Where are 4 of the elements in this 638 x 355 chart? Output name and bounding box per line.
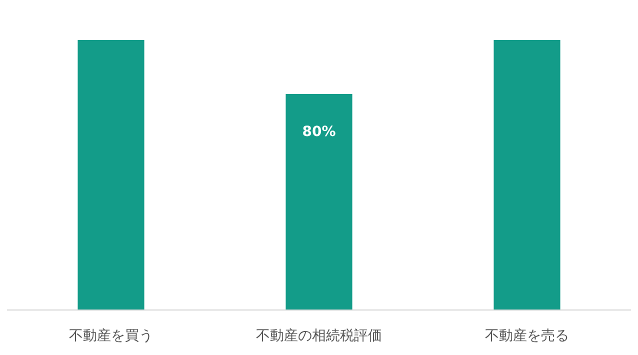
data-label: 80% bbox=[302, 124, 336, 140]
x-tick-label: 不動産の相続税評価 bbox=[256, 328, 382, 344]
x-tick-label: 不動産を売る bbox=[485, 328, 569, 344]
x-tick-label: 不動産を買う bbox=[69, 328, 153, 344]
